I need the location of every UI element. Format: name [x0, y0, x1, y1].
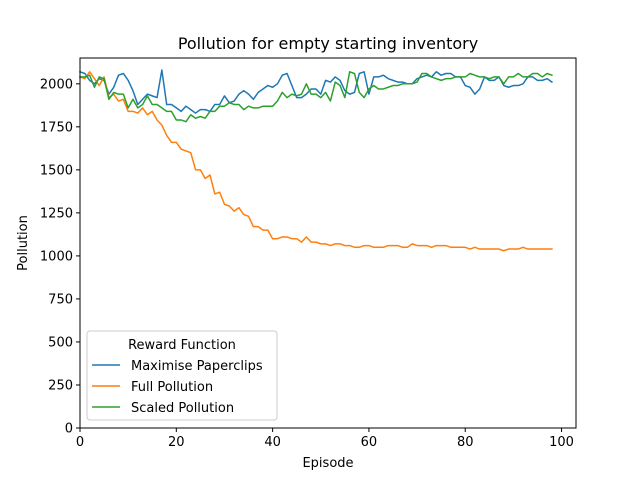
legend-box	[86, 330, 278, 421]
legend-title: Reward Function	[128, 338, 236, 353]
x-tick-label: 60	[361, 435, 378, 450]
legend-entry-label: Full Pollution	[131, 380, 213, 395]
x-tick-label: 0	[76, 435, 84, 450]
x-tick-label: 20	[168, 435, 185, 450]
y-tick-label: 1750	[40, 120, 73, 135]
x-axis-label: Episode	[302, 456, 353, 471]
plot-area	[79, 69, 553, 252]
legend-entry-label: Scaled Pollution	[131, 401, 234, 416]
y-tick-label: 500	[48, 335, 73, 350]
chart-title: Pollution for empty starting inventory	[178, 34, 478, 53]
x-tick-label: 40	[264, 435, 281, 450]
y-tick-label: 1250	[40, 206, 73, 221]
y-tick-label: 2000	[40, 77, 73, 92]
y-tick-label: 750	[48, 292, 73, 307]
x-tick-label: 80	[457, 435, 474, 450]
series-line-2	[79, 71, 553, 123]
legend: Reward Function Maximise Paperclips Full …	[86, 330, 278, 421]
plot-frame	[79, 57, 577, 429]
y-tick-label: 1500	[40, 163, 73, 178]
y-tick-label: 1000	[40, 249, 73, 264]
x-tick-label: 100	[549, 435, 574, 450]
series-line-0	[79, 69, 553, 114]
y-tick-label: 250	[48, 378, 73, 393]
y-axis-label: Pollution	[16, 215, 31, 271]
y-tick-label: 0	[65, 422, 73, 437]
series-line-1	[79, 71, 553, 252]
legend-entry-label: Maximise Paperclips	[131, 359, 263, 374]
